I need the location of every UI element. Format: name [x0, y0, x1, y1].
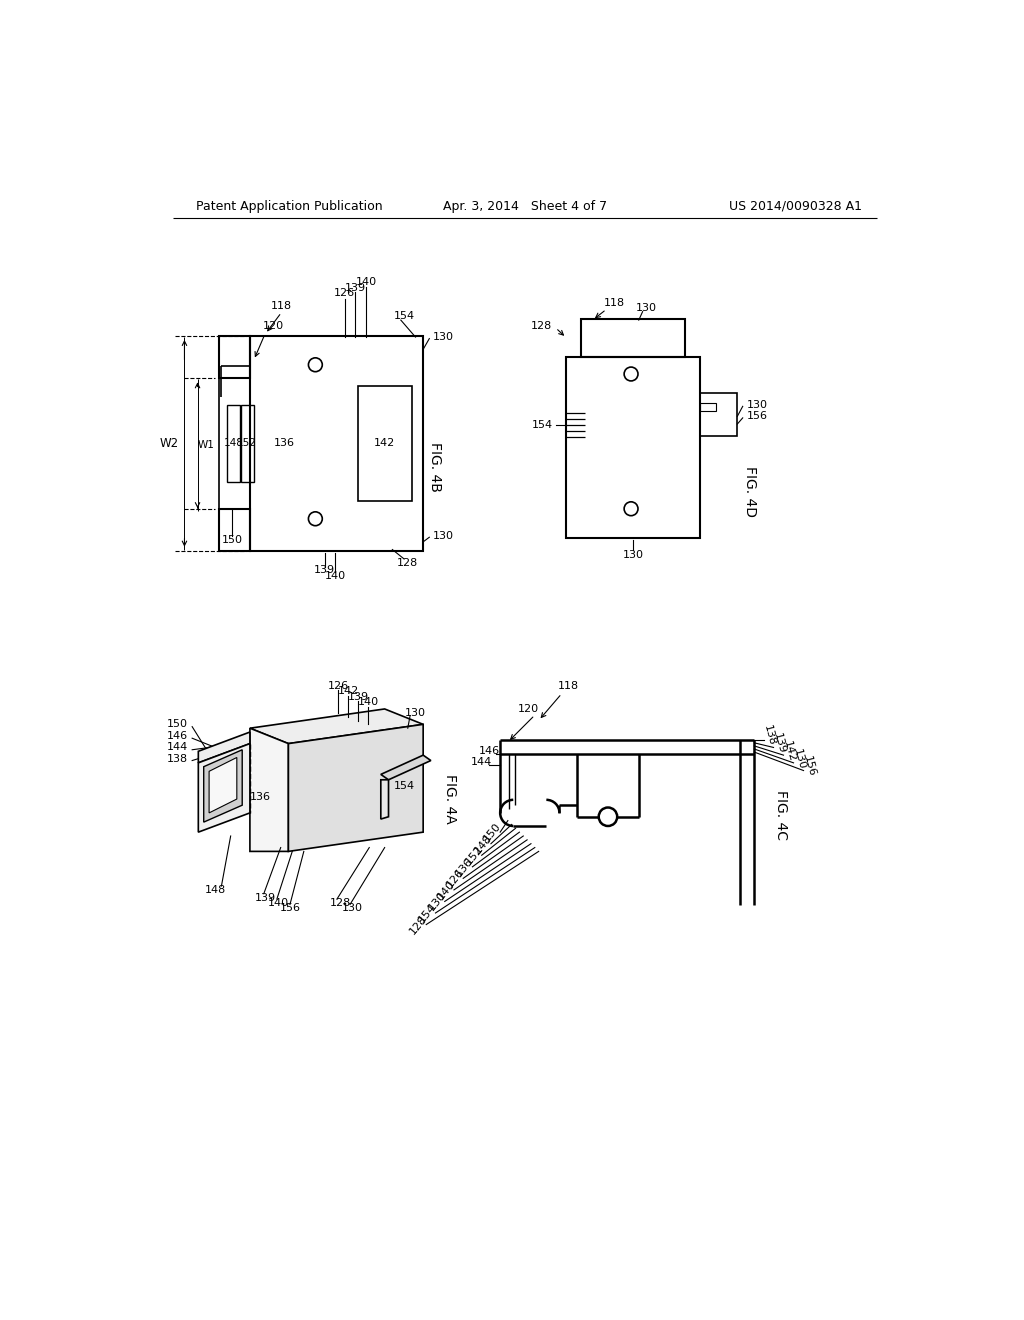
Text: 139: 139 — [348, 692, 369, 702]
Polygon shape — [204, 750, 243, 822]
Text: 130: 130 — [746, 400, 768, 409]
Text: 152: 152 — [211, 788, 232, 799]
Text: 138: 138 — [762, 725, 777, 747]
Text: 154: 154 — [393, 312, 415, 321]
Text: 138: 138 — [167, 754, 188, 764]
Text: 146: 146 — [479, 746, 500, 756]
Text: 156: 156 — [802, 755, 817, 777]
Polygon shape — [250, 729, 289, 851]
Text: 144: 144 — [167, 742, 188, 752]
Text: 139: 139 — [772, 733, 787, 755]
Text: 140: 140 — [358, 697, 379, 708]
Text: 120: 120 — [517, 704, 539, 714]
Text: 136: 136 — [274, 438, 295, 449]
Text: W2: W2 — [160, 437, 178, 450]
Text: 156: 156 — [746, 412, 768, 421]
Polygon shape — [250, 709, 423, 743]
Text: 150: 150 — [167, 719, 188, 730]
Text: Patent Application Publication: Patent Application Publication — [196, 199, 383, 213]
Text: 156: 156 — [281, 903, 301, 913]
Text: 140: 140 — [325, 570, 346, 581]
Text: 142: 142 — [782, 739, 798, 763]
Text: 146: 146 — [167, 731, 188, 741]
Bar — [357, 385, 412, 502]
Text: 130: 130 — [342, 903, 362, 913]
Polygon shape — [199, 733, 250, 763]
Text: 136: 136 — [250, 792, 270, 803]
Text: 154: 154 — [531, 420, 553, 430]
Text: 118: 118 — [603, 298, 625, 308]
Text: 128: 128 — [530, 321, 552, 331]
Text: 130: 130 — [433, 333, 455, 342]
Text: 154: 154 — [393, 781, 415, 791]
Text: 139: 139 — [255, 892, 275, 903]
Text: 118: 118 — [271, 301, 292, 312]
Bar — [241, 405, 254, 482]
Polygon shape — [199, 743, 250, 832]
Text: 150: 150 — [482, 821, 503, 843]
Text: US 2014/0090328 A1: US 2014/0090328 A1 — [729, 199, 862, 213]
Bar — [250, 335, 423, 552]
Text: 154: 154 — [417, 902, 438, 924]
Text: 136: 136 — [455, 855, 475, 878]
Text: 140: 140 — [435, 879, 457, 902]
Text: FIG. 4C: FIG. 4C — [774, 789, 788, 840]
Bar — [700, 393, 737, 436]
Text: 126: 126 — [334, 288, 355, 298]
Text: 118: 118 — [557, 681, 579, 690]
Text: FIG. 4B: FIG. 4B — [428, 442, 441, 491]
Text: 126: 126 — [328, 681, 349, 690]
Text: 139: 139 — [345, 282, 366, 293]
Text: 128: 128 — [408, 913, 429, 936]
Text: Apr. 3, 2014   Sheet 4 of 7: Apr. 3, 2014 Sheet 4 of 7 — [442, 199, 607, 213]
Bar — [226, 405, 240, 482]
Text: 126: 126 — [444, 867, 466, 890]
Polygon shape — [381, 780, 388, 818]
Text: 150: 150 — [222, 535, 243, 545]
Text: 140: 140 — [268, 898, 289, 908]
Text: W1: W1 — [198, 440, 214, 450]
Text: 120: 120 — [262, 321, 284, 331]
Polygon shape — [381, 755, 431, 780]
Polygon shape — [289, 725, 423, 851]
Text: 142: 142 — [374, 438, 395, 449]
Text: 130: 130 — [623, 550, 644, 560]
Text: 130: 130 — [433, 531, 455, 541]
Bar — [219, 335, 250, 378]
Text: 148: 148 — [205, 884, 226, 895]
Text: FIG. 4D: FIG. 4D — [743, 466, 758, 517]
Text: 140: 140 — [355, 277, 377, 288]
Text: 130: 130 — [426, 890, 447, 912]
Bar — [219, 508, 250, 552]
Text: 128: 128 — [330, 898, 350, 908]
Bar — [581, 318, 685, 358]
Text: 128: 128 — [397, 557, 419, 568]
Text: 139: 139 — [314, 565, 335, 576]
Text: 130: 130 — [404, 708, 426, 718]
Text: 152: 152 — [237, 438, 257, 449]
Text: 152: 152 — [464, 843, 484, 866]
Text: 148: 148 — [224, 438, 244, 449]
Text: FIG. 4A: FIG. 4A — [443, 775, 457, 824]
Text: 148: 148 — [472, 833, 494, 855]
Bar — [565, 358, 700, 539]
Bar — [700, 404, 716, 411]
Text: 130: 130 — [636, 302, 657, 313]
Text: 130: 130 — [793, 747, 807, 771]
Text: 144: 144 — [471, 758, 493, 767]
Polygon shape — [209, 758, 237, 813]
Text: 142: 142 — [338, 686, 359, 696]
